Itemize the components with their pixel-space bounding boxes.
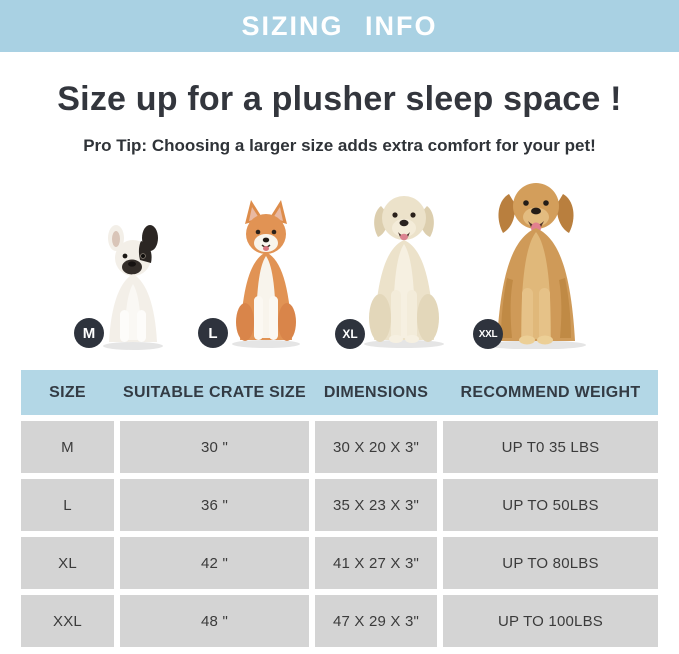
pro-tip-text: Pro Tip: Choosing a larger size adds ext… (83, 136, 596, 155)
cell-crate-size: 48 " (120, 595, 309, 647)
col-header-weight: RECOMMEND WEIGHT (460, 383, 641, 401)
cell-dimensions: 30 X 20 X 3" (315, 421, 437, 473)
table-row-m: M 30 " 30 X 20 X 3" UP T0 35 LBS (21, 421, 658, 473)
cell-dimensions: 35 X 23 X 3" (315, 479, 437, 531)
cell-crate-size: 30 " (120, 421, 309, 473)
cell-weight: UP TO 50LBS (443, 479, 658, 531)
size-badge-m-label: M (82, 324, 96, 342)
cell-size: L (21, 479, 114, 531)
size-badge-xl: XL (335, 319, 365, 349)
french-bulldog-image (101, 222, 165, 350)
golden-retriever-image (481, 168, 591, 349)
size-badge-xl-label: XL (342, 327, 358, 341)
table-row-xxl: XXL 48 " 47 X 29 X 3" UP TO 100LBS (21, 595, 658, 647)
size-badge-xxl-label: XXL (478, 328, 498, 340)
cell-dimensions: 41 X 27 X 3" (315, 537, 437, 589)
col-header-crate-size: SUITABLE CRATE SIZE (123, 383, 306, 401)
col-header-size: SIZE (49, 383, 86, 401)
cell-size: XXL (21, 595, 114, 647)
size-badge-xxl: XXL (473, 319, 503, 349)
cell-dimensions: 47 X 29 X 3" (315, 595, 437, 647)
cell-weight: UP T0 35 LBS (443, 421, 658, 473)
cell-size: M (21, 421, 114, 473)
cell-size: XL (21, 537, 114, 589)
table-row-xl: XL 42 " 41 X 27 X 3" UP TO 80LBS (21, 537, 658, 589)
col-header-dimensions: DIMENSIONS (323, 383, 429, 401)
table-row-l: L 36 " 35 X 23 X 3" UP TO 50LBS (21, 479, 658, 531)
size-table: SIZE SUITABLE CRATE SIZE DIMENSIONS RECO… (21, 370, 658, 647)
size-badge-l: L (198, 318, 228, 348)
table-body: M 30 " 30 X 20 X 3" UP T0 35 LBS L 36 " … (21, 421, 658, 647)
cell-weight: UP TO 100LBS (443, 595, 658, 647)
page-title: Size up for a plusher sleep space ! (57, 80, 622, 118)
labrador-image (360, 178, 448, 348)
cell-crate-size: 42 " (120, 537, 309, 589)
hero-section: Size up for a plusher sleep space ! Pro … (0, 52, 679, 156)
banner: SIZING INFO (0, 0, 679, 52)
banner-title: SIZING INFO (241, 10, 438, 41)
size-badge-l-label: L (208, 324, 218, 342)
cell-weight: UP TO 80LBS (443, 537, 658, 589)
shiba-inu-image (228, 196, 304, 348)
dog-size-comparison: M (0, 162, 679, 362)
table-header-row: SIZE SUITABLE CRATE SIZE DIMENSIONS RECO… (21, 370, 658, 415)
cell-crate-size: 36 " (120, 479, 309, 531)
size-badge-m: M (74, 318, 104, 348)
